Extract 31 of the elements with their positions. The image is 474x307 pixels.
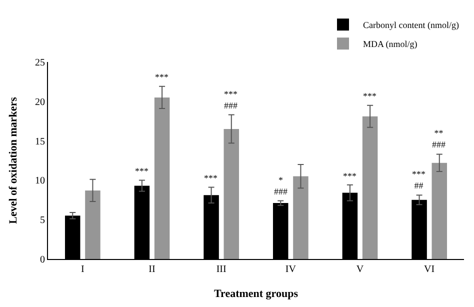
y-tick-label: 15 [35,136,45,148]
y-tick-label: 20 [35,96,45,108]
legend-label: Carbonyl content (nmol/g) [363,20,459,30]
bar [362,116,378,259]
x-tick-label: II [148,264,156,275]
annotation: * ### [274,175,288,197]
x-axis-title: Treatment groups [214,288,299,300]
annotation: *** [135,166,149,176]
annotation: *** [204,173,218,183]
annotation: ** ### [432,128,446,150]
y-tick-label: 10 [35,176,45,187]
annotation: *** ### [224,89,238,111]
x-tick-label: I [81,264,84,275]
bar [432,162,448,259]
legend-label: MDA (nmol/g) [363,39,418,50]
bar [293,176,308,259]
y-tick-label: 0 [40,254,45,266]
annotation: *** [155,72,169,82]
x-tick-label: V [356,264,364,275]
annotation: *** [343,171,357,181]
y-tick-label: 5 [40,215,45,226]
bar [154,97,170,259]
x-tick-label: IV [285,264,297,275]
annotation: *** ## [412,169,426,191]
y-axis-title: Level of oxidation markers [8,96,20,224]
y-tick-label: 25 [35,58,45,68]
annotation: *** [363,91,377,101]
x-tick-label: III [216,264,226,275]
bar [224,128,240,259]
bar [85,190,100,259]
x-tick-label: VI [424,264,435,275]
